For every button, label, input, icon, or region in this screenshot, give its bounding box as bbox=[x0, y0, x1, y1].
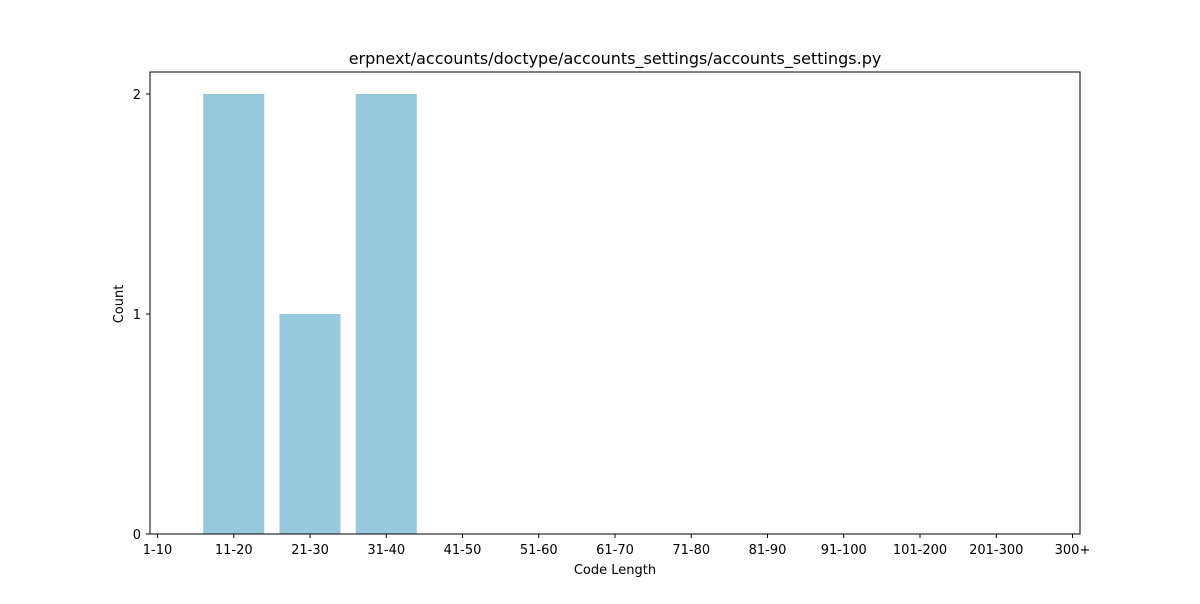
x-tick-label: 1-10 bbox=[143, 543, 173, 558]
x-tick-label: 300+ bbox=[1055, 543, 1091, 558]
bar-21-30 bbox=[279, 314, 341, 534]
x-axis-label: Code Length bbox=[574, 563, 656, 578]
x-tick-label: 61-70 bbox=[596, 543, 634, 558]
bars-layer bbox=[203, 94, 417, 534]
y-tick-label: 2 bbox=[133, 88, 141, 103]
chart-title: erpnext/accounts/doctype/accounts_settin… bbox=[349, 49, 882, 69]
y-tick-label: 1 bbox=[133, 308, 141, 323]
x-tick-label: 11-20 bbox=[215, 543, 253, 558]
x-tick-label: 21-30 bbox=[291, 543, 329, 558]
bar-11-20 bbox=[203, 94, 265, 534]
x-tick-label: 81-90 bbox=[749, 543, 787, 558]
x-tick-label: 41-50 bbox=[444, 543, 482, 558]
y-tick-label: 0 bbox=[133, 528, 141, 543]
x-tick-label: 71-80 bbox=[672, 543, 710, 558]
y-axis-label: Count bbox=[112, 285, 127, 324]
x-tick-label: 91-100 bbox=[821, 543, 867, 558]
x-tick-label: 201-300 bbox=[969, 543, 1023, 558]
axes-layer: 1-10 11-20 21-30 31-40 41-50 51-60 61-70 71-80 8… bbox=[133, 71, 1091, 558]
x-tick-label: 51-60 bbox=[520, 543, 558, 558]
x-tick-label: 101-200 bbox=[893, 543, 947, 558]
bar-31-40 bbox=[355, 94, 417, 534]
x-tick-label: 31-40 bbox=[367, 543, 405, 558]
